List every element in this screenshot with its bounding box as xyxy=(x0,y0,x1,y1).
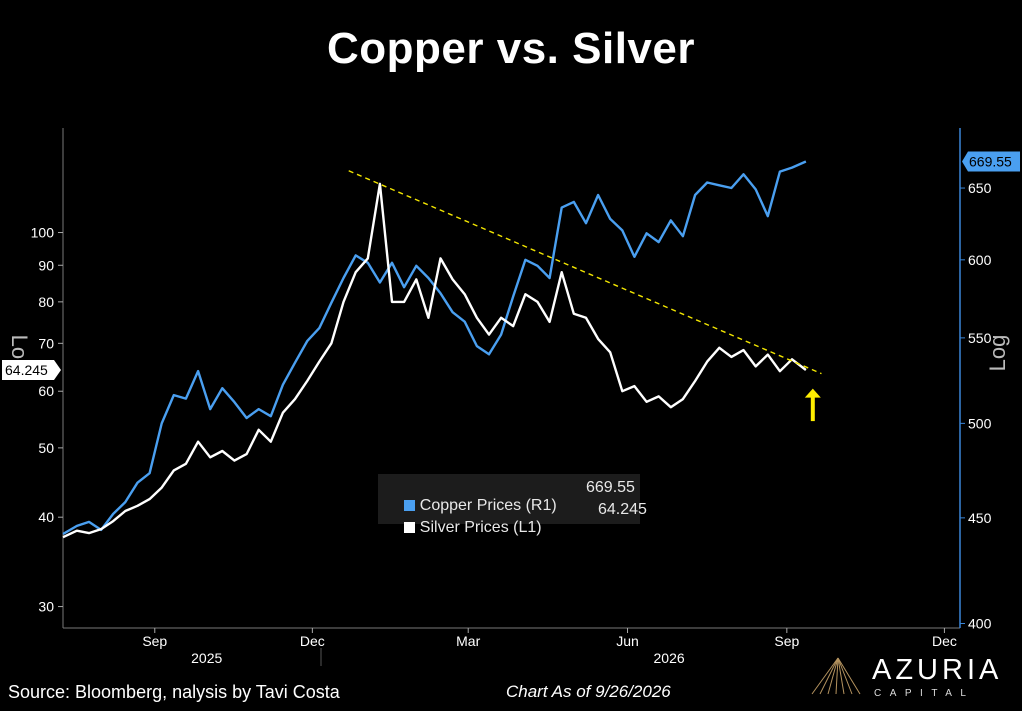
right-tick-label: 450 xyxy=(968,510,992,526)
chart-title: Copper vs. Silver xyxy=(327,24,695,73)
plot-frame xyxy=(62,128,961,629)
legend-item-silver: Silver Prices (L1) 64.245 xyxy=(386,501,647,536)
x-tick-label: Mar xyxy=(456,633,480,649)
left-tick-label: 100 xyxy=(31,225,55,241)
source-note: Source: Bloomberg, nalysis by Tavi Costa xyxy=(8,682,340,702)
x-tick-label: Sep xyxy=(774,633,799,649)
legend-value-copper: 669.55 xyxy=(586,479,635,496)
silver-last-value: 64.245 xyxy=(5,362,48,378)
brand-subtitle: CAPITAL xyxy=(874,688,975,699)
right-axis-ticks: 400 450 500 550 600 650 Log xyxy=(960,180,1010,632)
series-layer xyxy=(62,160,807,539)
legend-swatch-copper xyxy=(403,500,415,511)
annotation-layer xyxy=(348,170,822,422)
left-tick-label: 60 xyxy=(38,383,54,399)
brand-name: AZURIA xyxy=(872,654,1003,686)
right-tick-label: 650 xyxy=(968,180,992,196)
azuria-logo-icon xyxy=(811,657,861,695)
left-tick-label: 70 xyxy=(38,335,54,351)
x-axis-ticks: Sep Dec Mar Jun Sep Dec 2025 2026 xyxy=(142,628,957,666)
copper-last-value: 669.55 xyxy=(969,153,1012,169)
left-tick-label: 90 xyxy=(38,257,54,273)
legend-label-copper: Copper Prices (R1) xyxy=(419,497,557,514)
x-tick-label: Dec xyxy=(300,633,325,649)
right-tick-label: 500 xyxy=(968,415,992,431)
legend-item-copper: Copper Prices (R1) 669.55 xyxy=(386,479,635,514)
x-tick-label: Sep xyxy=(142,633,167,649)
legend-value-silver: 64.245 xyxy=(598,501,647,518)
right-tick-label: 550 xyxy=(968,330,992,346)
x-tick-label: Jun xyxy=(616,633,639,649)
silver-price-line xyxy=(62,182,807,539)
copper-last-value-tag xyxy=(962,151,1020,172)
last-value-tags: 669.55 64.245 xyxy=(2,151,1020,380)
x-year-label: 2026 xyxy=(654,650,685,666)
legend-swatch-silver xyxy=(403,522,415,533)
left-tick-label: 40 xyxy=(38,509,54,525)
left-tick-label: 50 xyxy=(38,440,54,456)
left-tick-label: 80 xyxy=(38,294,54,310)
right-axis-label: Log xyxy=(985,335,1010,372)
legend-label-silver: Silver Prices (L1) xyxy=(419,519,542,536)
x-year-label: 2025 xyxy=(191,650,222,666)
x-tick-label: Dec xyxy=(932,633,957,649)
silver-last-value-tag xyxy=(2,359,61,380)
right-tick-label: 400 xyxy=(968,616,992,632)
left-tick-label: 30 xyxy=(38,599,54,615)
up-arrow-icon xyxy=(804,388,821,398)
trendline xyxy=(348,170,822,375)
right-tick-label: 600 xyxy=(968,252,992,268)
legend: Copper Prices (R1) 669.55 Silver Prices (… xyxy=(378,474,647,536)
as-of-date: Chart As of 9/26/2026 xyxy=(506,682,671,701)
